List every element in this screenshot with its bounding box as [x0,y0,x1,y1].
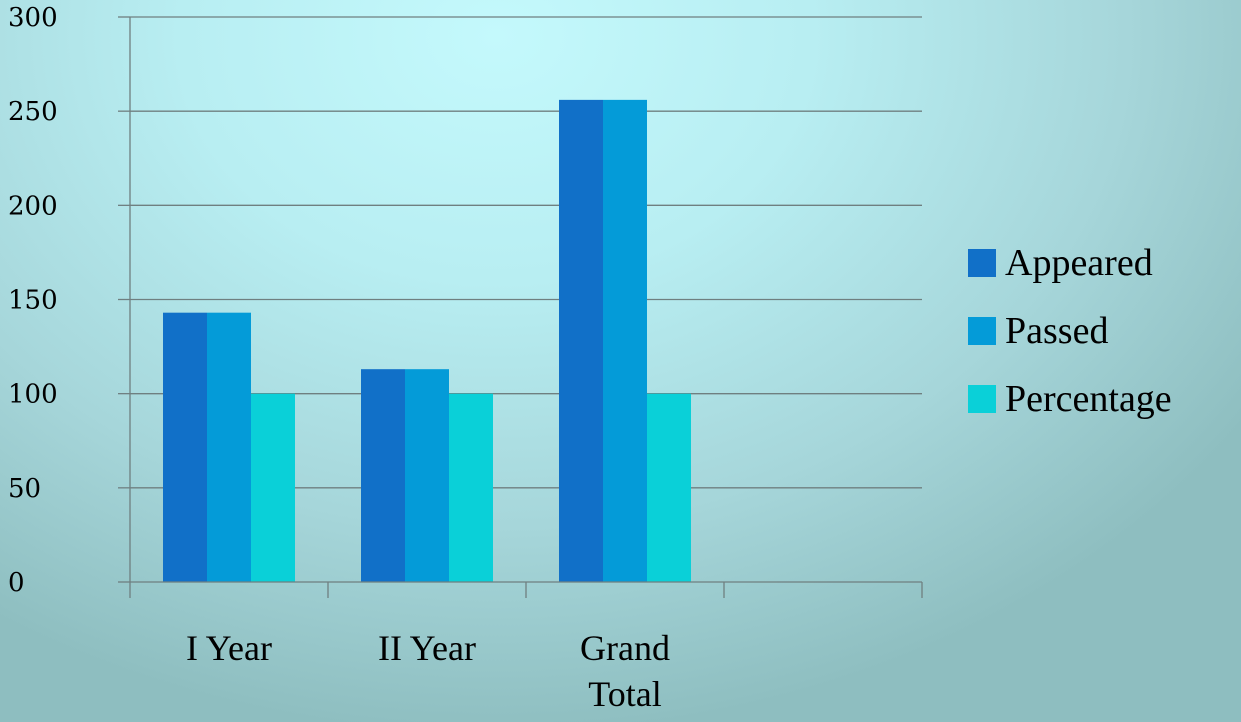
y-tick-label: 50 [8,474,41,504]
bar-percentage-3 [647,394,691,582]
y-tick-labels: 0 50 100 150 200 250 300 [8,3,58,598]
bar-percentage-1 [251,394,295,582]
bar-percentage-2 [449,394,493,582]
bar-passed-3 [603,100,647,582]
bar-passed-2 [405,369,449,582]
bar-appeared-3 [559,100,603,582]
bar-passed-1 [207,313,251,582]
y-tick-label: 150 [8,286,58,316]
x-tick-label: II Year [378,628,476,668]
legend-label-passed: Passed [1005,310,1108,352]
legend-swatch-passed [968,317,996,345]
y-tick-label: 0 [8,568,25,598]
y-tick-label: 300 [8,3,58,33]
legend-label-appeared: Appeared [1005,242,1153,284]
legend-swatch-appeared [968,249,996,277]
bar-appeared-1 [163,313,207,582]
x-tick-label: Total [588,674,661,714]
legend-label-percentage: Percentage [1005,378,1172,420]
bar-appeared-2 [361,369,405,582]
bars [163,100,691,582]
legend-swatch-percentage [968,385,996,413]
y-tick-label: 200 [8,191,58,221]
x-tick-label: Grand [580,628,670,668]
y-tick-label: 250 [8,97,58,127]
x-tick-labels: I Year II Year Grand Total [186,628,670,714]
legend: Appeared Passed Percentage [968,242,1172,420]
x-tick-label: I Year [186,628,272,668]
y-tick-label: 100 [8,380,58,410]
